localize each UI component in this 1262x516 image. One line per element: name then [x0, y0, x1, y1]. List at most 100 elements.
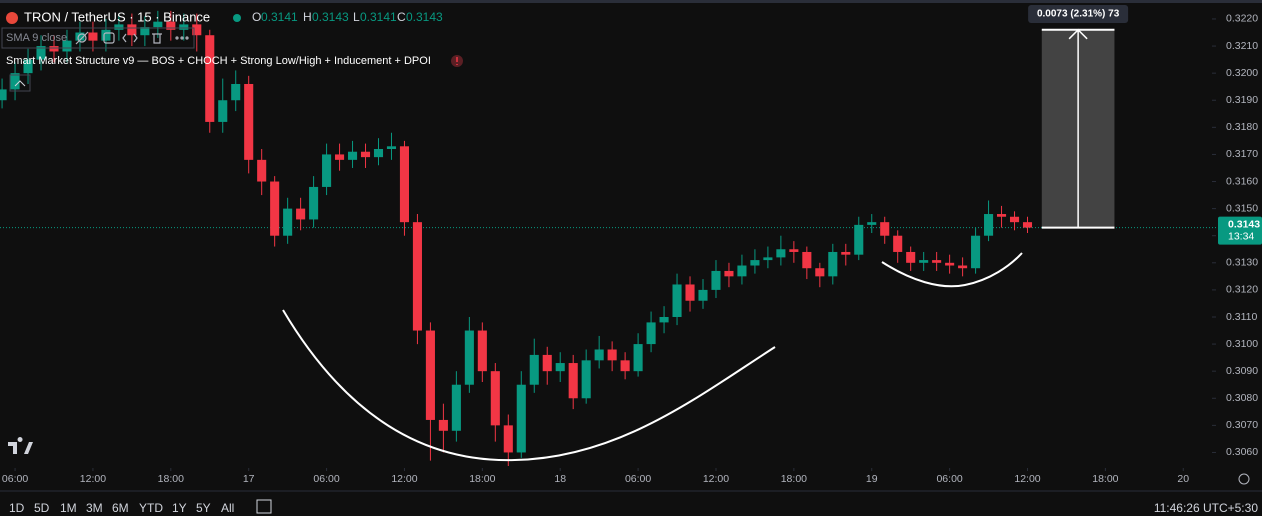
y-tick-label: 0.3150 — [1226, 202, 1258, 214]
plot-area — [0, 10, 1216, 471]
candle-body — [763, 257, 773, 261]
candle-body — [893, 235, 903, 252]
candle-body — [815, 268, 825, 277]
x-tick-label: 12:00 — [703, 473, 729, 485]
collapse-button[interactable] — [9, 74, 31, 92]
symbol-title: TRON / TetherUS · 15 · Binance — [24, 9, 210, 24]
candle-body — [698, 289, 708, 301]
candle-body — [984, 214, 994, 236]
range-button[interactable]: 3M — [86, 501, 103, 515]
toolbar: 1D 5D 1M 3M 6M YTD 1Y 5Y All — [9, 501, 234, 515]
candle-body — [0, 89, 7, 101]
candle-body — [114, 24, 124, 30]
settings-icon[interactable] — [1238, 473, 1250, 485]
y-tick-label: 0.3210 — [1226, 40, 1258, 52]
candle-body — [451, 384, 461, 431]
candle-body — [971, 235, 981, 269]
candle-body — [101, 29, 111, 41]
range-button[interactable]: All — [221, 501, 234, 515]
x-tick-label: 18:00 — [1092, 473, 1118, 485]
candle-body — [867, 222, 877, 225]
candle-body — [283, 208, 293, 236]
candle-body — [607, 349, 617, 361]
y-tick-label: 0.3100 — [1226, 338, 1258, 350]
candle-body — [568, 363, 578, 399]
y-tick-label: 0.3110 — [1226, 311, 1257, 323]
candle-body — [516, 384, 526, 453]
x-tick-label: 06:00 — [625, 473, 651, 485]
logo — [8, 437, 33, 454]
y-tick-label: 0.3220 — [1226, 13, 1258, 25]
candle-body — [854, 224, 864, 255]
candle-body — [996, 214, 1007, 217]
y-tick-label: 0.3160 — [1226, 175, 1258, 187]
candle-body — [529, 354, 539, 385]
candle-body — [633, 344, 643, 372]
candle-body — [477, 330, 487, 372]
x-tick-label: 18 — [554, 473, 566, 485]
candle-body — [244, 83, 254, 160]
x-tick-label: 12:00 — [80, 473, 106, 485]
measure-label: 0.0073 (2.31%) 73 — [1037, 9, 1120, 20]
candle-body — [841, 251, 851, 255]
candle-body — [192, 24, 202, 36]
candle-body — [646, 322, 656, 345]
candle-body — [906, 251, 916, 263]
range-button[interactable]: 1D — [9, 501, 25, 515]
range-button[interactable]: YTD — [139, 501, 163, 515]
ohlc-key: C — [397, 10, 406, 24]
range-button[interactable]: 5D — [34, 501, 50, 515]
x-tick-label: 06:00 — [313, 473, 339, 485]
drawn-cup-arc — [282, 309, 776, 462]
candle-body — [945, 262, 955, 266]
ohlc-key: H — [303, 10, 312, 24]
candle-body — [503, 425, 513, 453]
candle-body — [75, 32, 85, 41]
candle-body — [776, 249, 786, 258]
ohlc-key: L — [353, 10, 360, 24]
y-tick-label: 0.3200 — [1226, 67, 1258, 79]
x-tick-label: 06:00 — [936, 473, 962, 485]
structure-legend: Smart Market Structure v9 — BOS + CHOCH … — [6, 55, 431, 67]
candle-body — [335, 154, 345, 160]
candle-body — [36, 46, 46, 60]
candle-body — [153, 21, 163, 28]
candle-body — [322, 154, 332, 187]
range-button[interactable]: 5Y — [196, 501, 211, 515]
candle-body — [464, 330, 474, 385]
range-button[interactable]: 6M — [112, 501, 129, 515]
y-tick-label: 0.3090 — [1226, 365, 1258, 377]
price-tag — [1218, 216, 1262, 245]
candle-body — [10, 73, 20, 90]
candle-body — [542, 354, 552, 372]
drawn-handle-arc — [881, 252, 1023, 288]
candle-body — [737, 265, 747, 277]
candle-body — [386, 146, 397, 150]
ohlc-value: 0.3143 — [312, 10, 349, 24]
x-tick-label: 18:00 — [158, 473, 184, 485]
candle-body — [309, 186, 319, 220]
y-tick-label: 0.3120 — [1226, 284, 1258, 296]
price-tag-value: 0.3143 — [1228, 218, 1260, 230]
candle-body — [880, 222, 890, 236]
x-tick-label: 18:00 — [469, 473, 495, 485]
y-tick-label: 0.3180 — [1226, 121, 1258, 133]
sma-legend-box[interactable] — [1, 27, 195, 49]
candle-body — [594, 349, 604, 361]
candle-body — [140, 27, 150, 36]
x-tick-label: 18:00 — [781, 473, 807, 485]
candle-body — [127, 24, 137, 36]
date-range-icon[interactable] — [256, 499, 272, 514]
candle-body — [399, 146, 410, 223]
candle-body — [750, 260, 760, 266]
candle-body — [685, 284, 695, 301]
candle-body — [932, 260, 942, 263]
x-tick-label: 20 — [1177, 473, 1189, 485]
candle-body — [620, 360, 630, 372]
range-button[interactable]: 1Y — [172, 501, 187, 515]
candle-body — [919, 260, 929, 263]
y-tick-label: 0.3060 — [1226, 446, 1258, 458]
candle-body — [373, 149, 384, 158]
top-border — [0, 0, 1262, 3]
range-button[interactable]: 1M — [60, 501, 77, 515]
